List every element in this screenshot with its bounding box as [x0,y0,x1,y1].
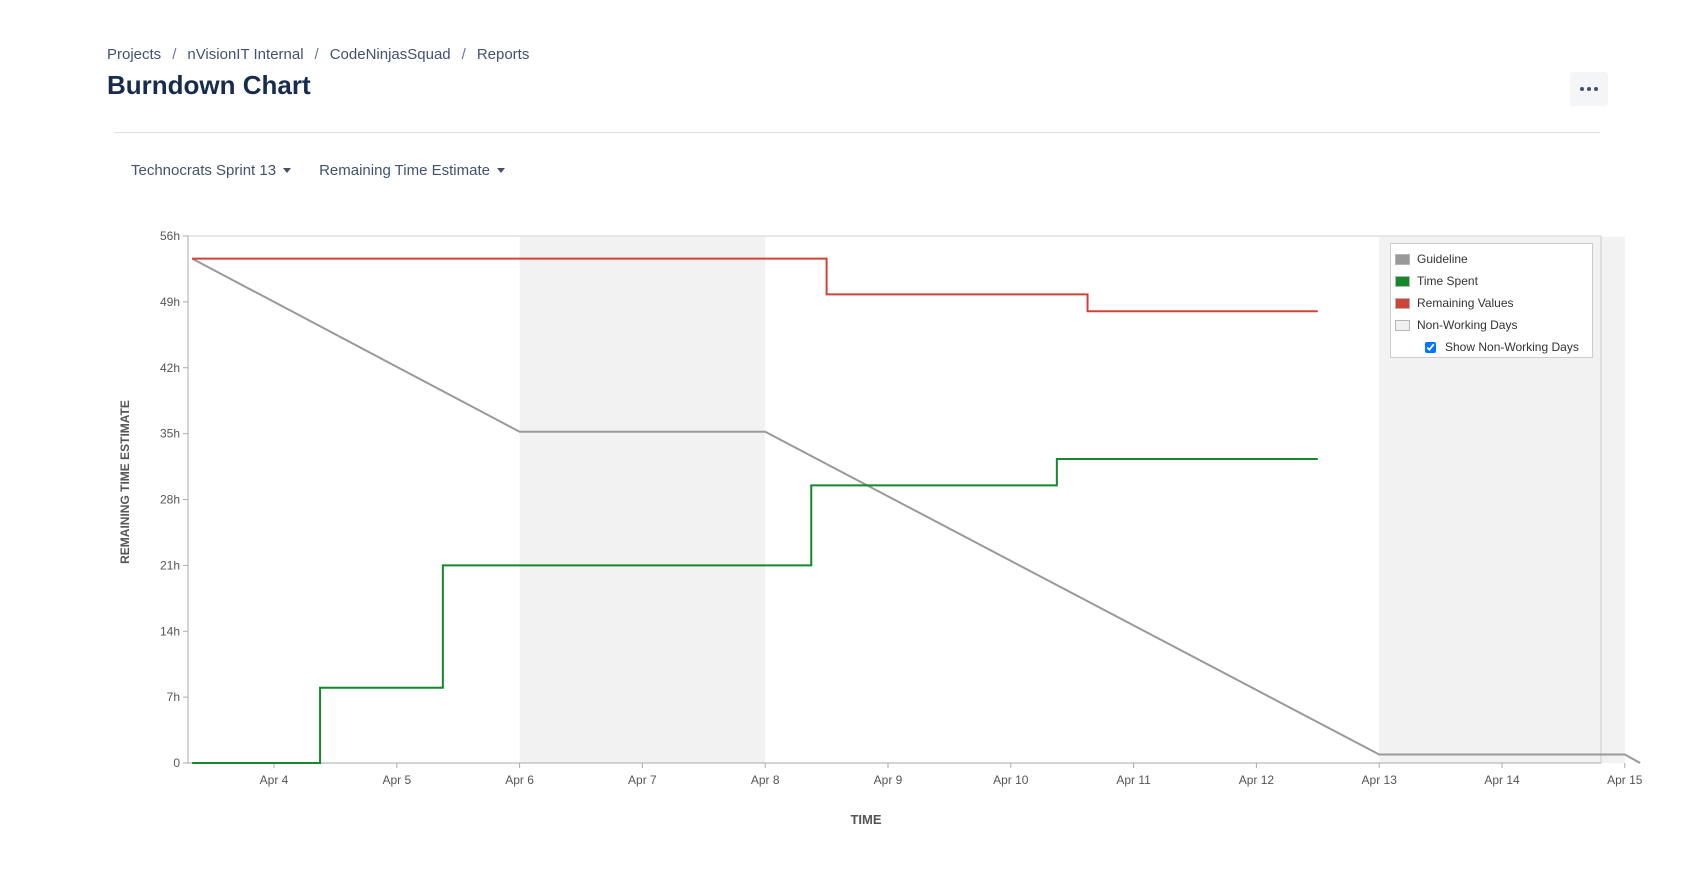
legend-label: Guideline [1417,252,1468,266]
legend-swatch [1395,253,1410,265]
chart-legend: Guideline Time Spent Remaining Values No… [1390,243,1593,358]
show-non-working-days-checkbox[interactable] [1425,341,1436,353]
y-axis-label: REMAINING TIME ESTIMATE [118,400,132,564]
caret-down-icon [496,168,505,173]
more-horizontal-icon [1579,87,1600,91]
legend-item-guideline: Guideline [1395,248,1588,270]
x-tick-label: Apr 6 [505,773,534,787]
sprint-select[interactable]: Technocrats Sprint 13 [131,162,292,179]
breadcrumb: Projects / nVisionIT Internal / CodeNinj… [107,46,529,63]
legend-label: Time Spent [1417,274,1478,288]
legend-item-non-working-days: Non-Working Days [1395,314,1588,336]
estimate-select[interactable]: Remaining Time Estimate [319,162,505,179]
header-divider [114,132,1600,133]
report-controls: Technocrats Sprint 13 Remaining Time Est… [131,162,505,179]
breadcrumb-separator: / [172,46,177,63]
x-tick-label: Apr 9 [874,773,903,787]
breadcrumb-projects[interactable]: Projects [107,46,162,63]
legend-swatch [1395,319,1410,331]
y-tick-label: 14h [160,624,180,638]
non-working-days-band [519,237,766,763]
series-time-spent-line [192,458,1318,764]
legend-swatch [1395,275,1410,287]
sprint-select-label: Technocrats Sprint 13 [131,162,277,179]
show-non-working-days-toggle[interactable]: Show Non-Working Days [1395,336,1588,358]
breadcrumb-codeninjassquad[interactable]: CodeNinjasSquad [329,46,451,63]
y-tick-label: 7h [167,690,180,704]
y-tick-label: 35h [160,427,180,441]
legend-item-time-spent: Time Spent [1395,270,1588,292]
breadcrumb-separator: / [314,46,319,63]
legend-item-remaining-values: Remaining Values [1395,292,1588,314]
more-actions-button[interactable] [1570,72,1608,106]
breadcrumb-nvisionit-internal[interactable]: nVisionIT Internal [187,46,304,63]
x-tick-label: Apr 12 [1239,773,1275,787]
y-tick-label: 0 [173,756,180,770]
x-tick-label: Apr 15 [1607,773,1643,787]
x-tick-label: Apr 11 [1116,773,1151,787]
x-tick-label: Apr 10 [993,773,1029,787]
x-tick-label: Apr 4 [260,773,289,787]
y-tick-label: 56h [160,229,180,243]
series-guideline-line [191,257,1641,764]
caret-down-icon [283,168,292,173]
legend-label: Non-Working Days [1417,318,1518,332]
y-tick-label: 42h [160,361,180,375]
y-tick-label: 28h [160,493,180,507]
breadcrumb-separator: / [461,46,466,63]
page-title: Burndown Chart [107,70,311,100]
x-tick-label: Apr 8 [751,773,780,787]
y-tick-label: 21h [160,558,180,572]
legend-swatch [1395,297,1410,309]
breadcrumb-reports[interactable]: Reports [476,46,530,63]
y-tick-label: 49h [160,295,180,309]
x-tick-label: Apr 7 [628,773,657,787]
x-tick-label: Apr 14 [1484,773,1520,787]
estimate-select-label: Remaining Time Estimate [319,162,490,179]
series-remaining-values-line [192,257,1318,313]
legend-label: Remaining Values [1417,296,1514,310]
x-tick-label: Apr 13 [1362,773,1398,787]
x-axis-label: TIME [850,812,881,827]
show-non-working-days-label: Show Non-Working Days [1445,340,1579,354]
x-tick-label: Apr 5 [382,773,411,787]
